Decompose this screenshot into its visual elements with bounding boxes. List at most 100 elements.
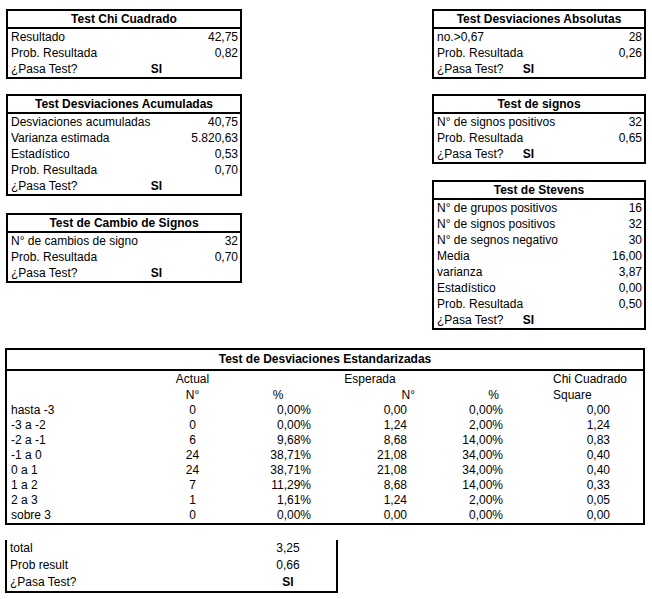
stdev-cell-chi: 1,24: [515, 418, 643, 433]
panel-title: Test de Stevens: [434, 182, 644, 200]
stdev-row-label: -3 a -2: [7, 418, 150, 433]
stdev-cell-esp_pct: 14,00%: [419, 433, 515, 448]
stdev-cell-actual_pct: 9,68%: [235, 433, 321, 448]
stat-label: Prob. Resultada: [437, 296, 523, 312]
stdev-data-row: 0 a 12438,71%21,0834,00%0,40: [7, 463, 643, 478]
stdev-cell-chi: 0,00: [515, 403, 643, 418]
stdev-cell-actual_n: 1: [150, 493, 235, 508]
stdev-cell-esp_n: 21,08: [321, 463, 419, 478]
stdev-cell-esp_n: 1,24: [321, 493, 419, 508]
stat-label: Prob. Resultada: [11, 249, 97, 265]
stat-label: Prob. Resultada: [11, 45, 97, 61]
stat-value: 0,00: [619, 280, 642, 296]
stdev-cell-esp_pct: 2,00%: [419, 418, 515, 433]
stat-row: Prob. Resultada0,65: [434, 130, 644, 146]
stat-value: 32: [225, 233, 238, 249]
stat-label: Prob. Resultada: [437, 130, 523, 146]
stdev-summary-box: total 3,25 Prob result 0,66 ¿Pasa Test? …: [5, 540, 338, 593]
stdev-cell-actual_pct: 1,61%: [235, 493, 321, 508]
panel-title: Test de Cambio de Signos: [8, 215, 240, 233]
stdev-cell-actual_pct: 38,71%: [235, 463, 321, 478]
stat-row: Resultado42,75: [8, 29, 240, 45]
stdev-cell-esp_n: 0,00: [321, 403, 419, 418]
stdev-cell-esp_pct: 2,00%: [419, 493, 515, 508]
stdev-cell-esp_pct: 14,00%: [419, 478, 515, 493]
stdev-cell-esp_pct: 0,00%: [419, 403, 515, 418]
stat-row: Prob. Resultada0,50: [434, 296, 644, 312]
stat-label: N° de grupos positivos: [437, 200, 557, 216]
stdev-cell-actual_pct: 38,71%: [235, 448, 321, 463]
summary-prob-row: Prob result 0,66: [7, 557, 336, 574]
stat-value: 32: [629, 114, 642, 130]
stdev-row-label: -2 a -1: [7, 433, 150, 448]
stat-label: N° de cambios de signo: [11, 233, 138, 249]
col-header-esperada-n: N°: [321, 387, 419, 403]
stat-label: Prob. Resultada: [437, 45, 523, 61]
stdev-cell-actual_pct: 0,00%: [235, 403, 321, 418]
stdev-cell-esp_n: 1,24: [321, 418, 419, 433]
stdev-row-label: -1 a 0: [7, 448, 150, 463]
stdev-row-label: 1 a 2: [7, 478, 150, 493]
stat-value: 40,75: [208, 114, 238, 130]
summary-pass-test-label: ¿Pasa Test?: [10, 574, 76, 591]
stat-value: 0,82: [215, 45, 238, 61]
stdev-cell-actual_pct: 0,00%: [235, 418, 321, 433]
spacer-cell: [419, 371, 515, 387]
stdev-row-label: sobre 3: [7, 508, 150, 523]
pass-test-label: ¿Pasa Test?: [11, 61, 77, 77]
stat-value: 0,26: [619, 45, 642, 61]
stdev-cell-esp_n: 21,08: [321, 448, 419, 463]
panel-test-desviaciones-acumuladas: Test Desviaciones AcumuladasDesviaciones…: [6, 94, 242, 196]
stat-label: Media: [437, 248, 470, 264]
stdev-row-label: 2 a 3: [7, 493, 150, 508]
stdev-group-header-row: Actual Esperada Chi Cuadrado: [7, 371, 643, 387]
stdev-row-label: hasta -3: [7, 403, 150, 418]
spreadsheet-area: Test de Desviaciones Estandarizadas Actu…: [0, 0, 652, 599]
stat-row: N° de signos positivos32: [434, 114, 644, 130]
panel-test-desviaciones-absolutas: Test Desviaciones Absolutasno.>0,6728Pro…: [432, 9, 646, 79]
pass-test-row: ¿Pasa Test? SI: [8, 61, 240, 77]
stdev-data-row: sobre 300,00%0,000,00%0,00: [7, 508, 643, 523]
stat-value: 16: [629, 200, 642, 216]
stdev-data-row: hasta -300,00%0,000,00%0,00: [7, 403, 643, 418]
stdev-cell-chi: 0,40: [515, 463, 643, 478]
col-header-square: Square: [515, 387, 643, 403]
panel-title: Test Desviaciones Acumuladas: [8, 96, 240, 114]
summary-pass-test-value: SI: [282, 574, 293, 591]
pass-test-value: SI: [523, 61, 534, 77]
stdev-column-header-row: N° % N° % Square: [7, 387, 643, 403]
pass-test-row: ¿Pasa Test?SI: [434, 61, 644, 77]
stat-label: Estadístico: [437, 280, 496, 296]
panel-title: Test Chi Cuadrado: [8, 11, 240, 29]
stdev-data-row: -3 a -200,00%1,242,00%1,24: [7, 418, 643, 433]
stdev-cell-actual_n: 7: [150, 478, 235, 493]
stdev-cell-chi: 0,05: [515, 493, 643, 508]
pass-test-value: SI: [151, 61, 162, 77]
stat-label: Desviaciones acumuladas: [11, 114, 150, 130]
pass-test-label: ¿Pasa Test?: [11, 265, 77, 281]
stat-label: N° de segnos negativo: [437, 232, 558, 248]
stat-row: Desviaciones acumuladas 40,75: [8, 114, 240, 130]
stdev-table-body: hasta -300,00%0,000,00%0,00-3 a -200,00%…: [7, 403, 643, 523]
stdev-data-row: -2 a -169,68%8,6814,00%0,83: [7, 433, 643, 448]
summary-prob-value: 0,66: [276, 557, 299, 574]
group-header-esperada: Esperada: [321, 371, 419, 387]
stat-row: N° de grupos positivos 16: [434, 200, 644, 216]
stat-value: 0,70: [215, 162, 238, 178]
stdev-cell-esp_pct: 0,00%: [419, 508, 515, 523]
stdev-data-row: 1 a 2711,29%8,6814,00%0,33: [7, 478, 643, 493]
stdev-cell-actual_n: 6: [150, 433, 235, 448]
stdev-cell-chi: 0,00: [515, 508, 643, 523]
stat-label: Estadístico: [11, 146, 70, 162]
summary-total-value: 3,25: [276, 540, 299, 557]
pass-test-label: ¿Pasa Test?: [11, 178, 77, 194]
stat-value: 0,53: [215, 146, 238, 162]
stdev-cell-actual_n: 0: [150, 418, 235, 433]
pass-test-row: ¿Pasa Test?SI: [434, 146, 644, 162]
stat-row: no.>0,6728: [434, 29, 644, 45]
stat-row: Estadístico 0,00: [434, 280, 644, 296]
stat-row: Varianza estimada5.820,63: [8, 130, 240, 146]
spacer-cell: [235, 371, 321, 387]
stdev-cell-esp_n: 8,68: [321, 478, 419, 493]
stat-value: 0,70: [215, 249, 238, 265]
